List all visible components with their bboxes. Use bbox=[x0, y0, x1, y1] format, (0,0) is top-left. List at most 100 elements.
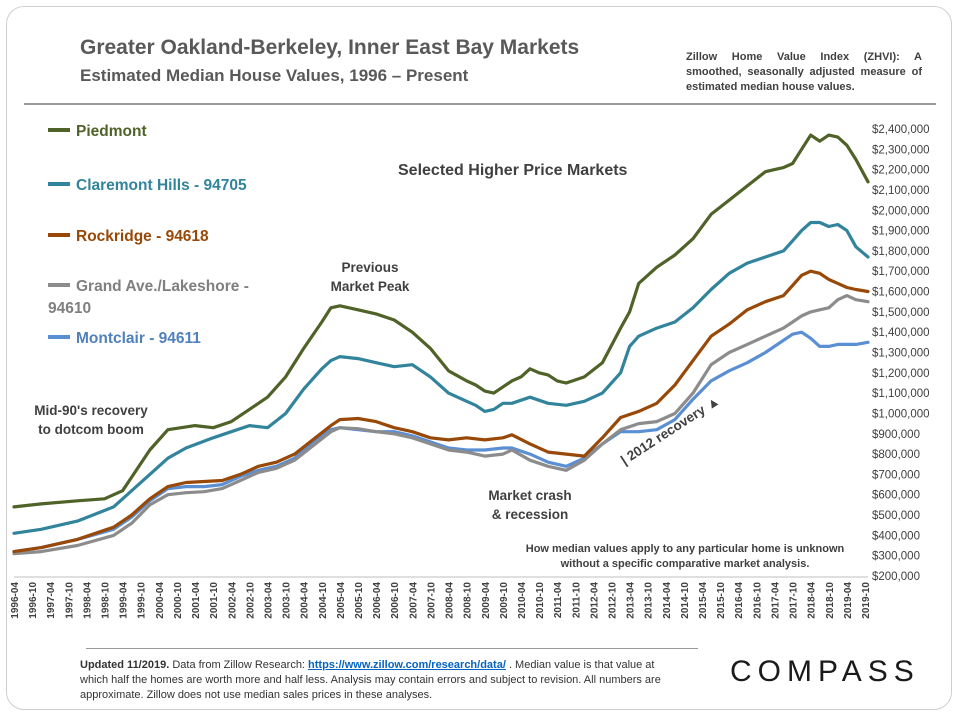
crash-line-2: & recession bbox=[491, 507, 569, 522]
x-tick-label: 1998-04 bbox=[82, 582, 93, 619]
chart-frame bbox=[6, 6, 952, 710]
legend-grand: Grand Ave./Lakeshore - 94610 bbox=[48, 276, 278, 320]
x-tick-label: 2001-10 bbox=[209, 582, 220, 619]
x-tick-label: 2001-04 bbox=[191, 582, 202, 619]
x-tick-label: 2018-10 bbox=[825, 582, 836, 619]
legend-swatch-grand bbox=[48, 283, 70, 288]
x-tick-label: 2016-10 bbox=[752, 582, 763, 619]
y-tick-label: $500,000 bbox=[872, 510, 920, 522]
x-tick-label: 2015-04 bbox=[698, 582, 709, 619]
x-tick-label: 1999-10 bbox=[137, 582, 148, 619]
series-line-claremont-hills-94705 bbox=[12, 220, 870, 535]
x-tick-label: 2006-04 bbox=[372, 582, 383, 619]
footer-text-a: Data from Zillow Research: bbox=[169, 659, 309, 671]
y-tick-label: $200,000 bbox=[872, 571, 920, 583]
y-tick-label: $1,200,000 bbox=[872, 368, 930, 380]
y-tick-label: $1,600,000 bbox=[872, 287, 930, 299]
x-tick-label: 2014-10 bbox=[680, 582, 691, 619]
mid90s-line-2: to dotcom boom bbox=[38, 422, 144, 437]
legend-label-claremont: Claremont Hills - 94705 bbox=[76, 177, 247, 194]
zhvi-note: Zillow Home Value Index (ZHVI): A smooth… bbox=[686, 51, 922, 93]
mid90s-line-1: Mid-90's recovery bbox=[34, 403, 148, 418]
x-tick-label: 2000-04 bbox=[155, 582, 166, 619]
legend-label-grand: Grand Ave./Lakeshore - 94610 bbox=[48, 278, 249, 317]
x-tick-label: 2005-10 bbox=[354, 582, 365, 619]
y-tick-label: $1,100,000 bbox=[872, 388, 930, 400]
legend-label-rockridge: Rockridge - 94618 bbox=[76, 228, 209, 245]
y-tick-label: $1,500,000 bbox=[872, 307, 930, 319]
x-tick-label: 2012-10 bbox=[607, 582, 618, 619]
x-tick-label: 1996-10 bbox=[28, 582, 39, 619]
x-tick-label: 2000-10 bbox=[173, 582, 184, 619]
x-tick-label: 1997-10 bbox=[64, 582, 75, 619]
x-tick-label: 2009-04 bbox=[481, 582, 492, 619]
x-tick-label: 2019-10 bbox=[861, 582, 872, 619]
x-tick-label: 1997-04 bbox=[46, 582, 57, 619]
x-tick-label: 2013-10 bbox=[644, 582, 655, 619]
legend-swatch-claremont bbox=[48, 182, 70, 187]
y-tick-label: $400,000 bbox=[872, 530, 920, 542]
x-tick-label: 2019-04 bbox=[843, 582, 854, 619]
legend-swatch-piedmont bbox=[48, 128, 70, 133]
chart-subtitle: Estimated Median House Values, 1996 – Pr… bbox=[80, 66, 469, 85]
y-tick-label: $1,800,000 bbox=[872, 246, 930, 258]
y-tick-label: $300,000 bbox=[872, 551, 920, 563]
x-tick-label: 2002-10 bbox=[245, 582, 256, 619]
y-tick-label: $800,000 bbox=[872, 449, 920, 461]
x-tick-label: 2010-10 bbox=[535, 582, 546, 619]
x-tick-label: 2015-10 bbox=[716, 582, 727, 619]
footer-divider bbox=[86, 648, 698, 649]
legend-piedmont: Piedmont bbox=[48, 121, 147, 143]
panel-label: Selected Higher Price Markets bbox=[398, 162, 628, 179]
legend-swatch-rockridge bbox=[48, 233, 70, 238]
y-tick-label: $900,000 bbox=[872, 429, 920, 441]
footer-text-b: . Median value is that value at which ha… bbox=[80, 659, 661, 701]
header-divider bbox=[24, 103, 936, 105]
mid90s-annotation: Mid-90's recovery to dotcom boom bbox=[26, 401, 156, 439]
compass-logo: COMPASS bbox=[730, 655, 920, 688]
y-tick-label: $2,400,000 bbox=[872, 124, 930, 136]
legend-montclair: Montclair - 94611 bbox=[48, 328, 201, 350]
x-tick-label: 2002-04 bbox=[227, 582, 238, 619]
y-tick-label: $700,000 bbox=[872, 469, 920, 481]
legend-rockridge: Rockridge - 94618 bbox=[48, 226, 209, 248]
series-line-grand-ave-lakeshore-94610 bbox=[12, 294, 870, 556]
legend-swatch-montclair bbox=[48, 335, 70, 340]
y-tick-label: $600,000 bbox=[872, 490, 920, 502]
x-tick-label: 2014-04 bbox=[662, 582, 673, 619]
legend-label-montclair: Montclair - 94611 bbox=[76, 330, 201, 347]
x-tick-label: 1998-10 bbox=[101, 582, 112, 619]
x-tick-label: 2010-04 bbox=[517, 582, 528, 619]
series-line-montclair-94611 bbox=[12, 330, 870, 554]
crash-line-1: Market crash bbox=[488, 488, 572, 503]
y-tick-label: $1,700,000 bbox=[872, 266, 930, 278]
y-tick-label: $1,400,000 bbox=[872, 327, 930, 339]
footer-text: Updated 11/2019. Data from Zillow Resear… bbox=[80, 658, 680, 703]
chart-axes: $200,000 $300,000 $400,000 $500,000 $600,000… bbox=[10, 124, 930, 619]
y-tick-label: $1,900,000 bbox=[872, 226, 930, 238]
previous-peak-line-1: Previous bbox=[341, 260, 399, 275]
y-tick-label: $2,100,000 bbox=[872, 185, 930, 197]
y-tick-label: $1,300,000 bbox=[872, 348, 930, 360]
footer-updated: Updated 11/2019. bbox=[80, 659, 170, 671]
x-tick-label: 1999-04 bbox=[119, 582, 130, 619]
x-tick-label: 2017-04 bbox=[770, 582, 781, 619]
x-tick-label: 2006-10 bbox=[390, 582, 401, 619]
x-tick-label: 2011-10 bbox=[571, 582, 582, 619]
x-tick-label: 2012-04 bbox=[589, 582, 600, 619]
x-tick-label: 2011-04 bbox=[553, 582, 564, 619]
y-tick-label: $2,300,000 bbox=[872, 144, 930, 156]
x-tick-label: 2016-04 bbox=[734, 582, 745, 619]
legend-label-piedmont: Piedmont bbox=[76, 123, 147, 140]
y-tick-label: $2,200,000 bbox=[872, 165, 930, 177]
x-tick-label: 2013-04 bbox=[626, 582, 637, 619]
zillow-link[interactable]: https://www.zillow.com/research/data/ bbox=[308, 659, 506, 671]
series-line-rockridge-94618 bbox=[12, 269, 870, 554]
legend-claremont: Claremont Hills - 94705 bbox=[48, 175, 247, 197]
x-tick-label: 2007-04 bbox=[408, 582, 419, 619]
x-tick-label: 2004-10 bbox=[318, 582, 329, 619]
y-tick-label: $2,000,000 bbox=[872, 205, 930, 217]
x-tick-label: 2017-10 bbox=[789, 582, 800, 619]
x-tick-label: 2004-04 bbox=[300, 582, 311, 619]
x-tick-label: 2009-10 bbox=[499, 582, 510, 619]
